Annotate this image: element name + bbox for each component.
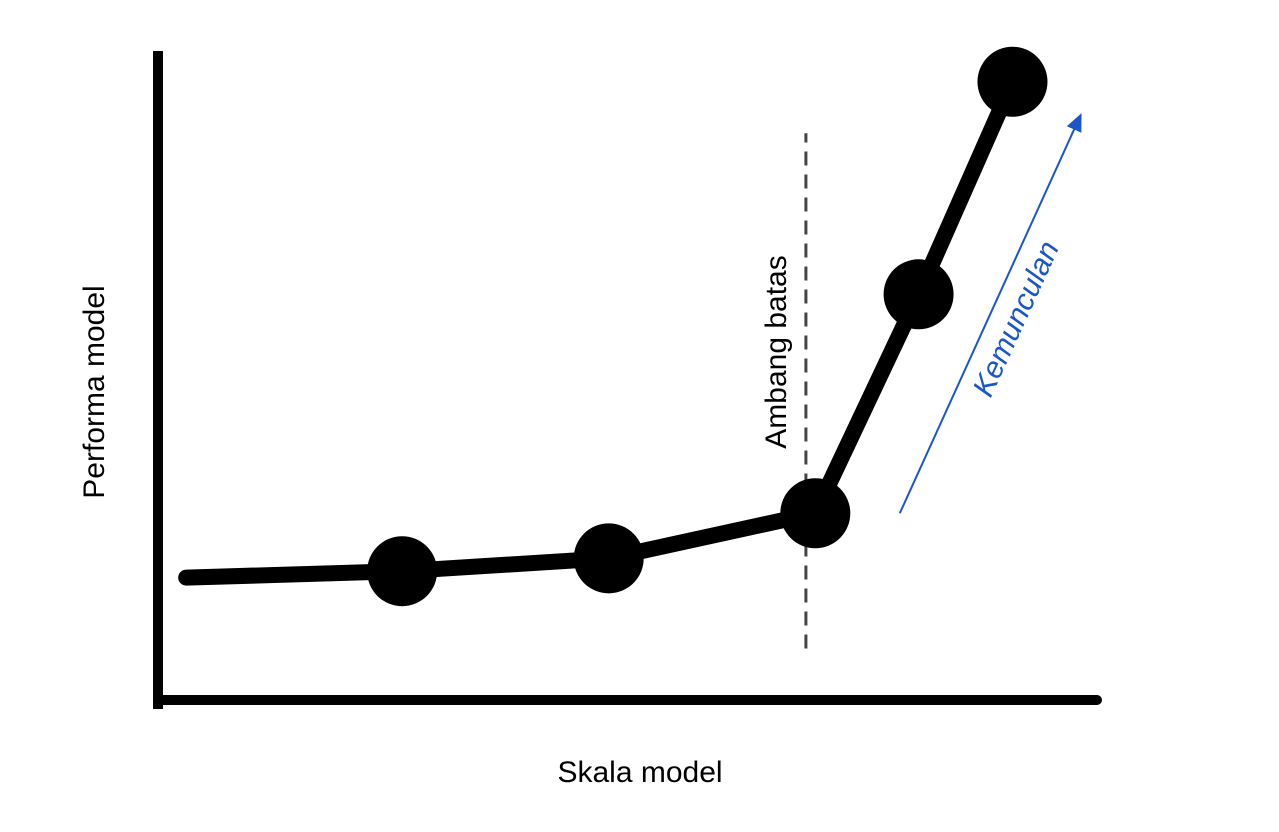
data-point-4 [883, 259, 954, 330]
threshold-label: Ambang batas [760, 255, 793, 448]
data-points [367, 46, 1048, 607]
emergence-label: Kemunculan [967, 236, 1066, 402]
y-axis-label: Performa model [78, 285, 111, 498]
series-line [178, 73, 1021, 586]
data-point-1 [367, 536, 438, 607]
emergence-arrow [898, 113, 1082, 514]
data-point-3 [780, 478, 851, 549]
x-axis-label: Skala model [557, 756, 722, 789]
data-point-2 [573, 523, 644, 594]
data-point-5 [977, 46, 1048, 117]
